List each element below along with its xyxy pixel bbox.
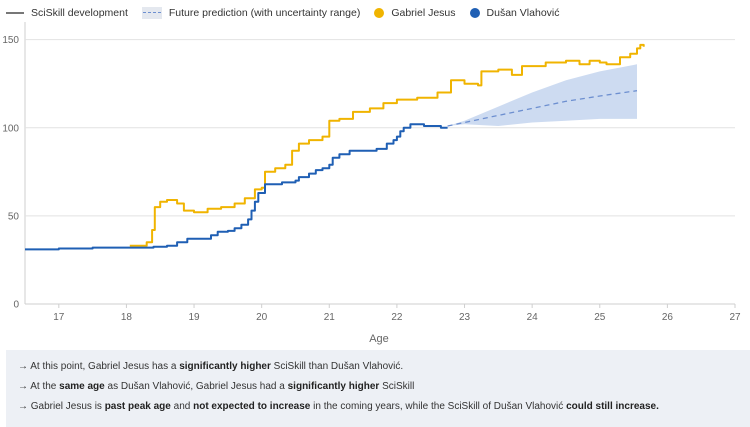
x-tick-label: 26 — [662, 312, 674, 323]
x-tick-label: 23 — [459, 312, 471, 323]
legend-label-player2: Dušan Vlahović — [486, 7, 560, 19]
insight-line-3: → Gabriel Jesus is past peak age and not… — [18, 400, 750, 420]
insight-3-segment: could still increase. — [566, 401, 659, 412]
player2-dot-icon — [469, 8, 480, 18]
insight-line-2: → At the same age as Dušan Vlahović, Gab… — [18, 380, 750, 400]
y-tick-label: 0 — [13, 300, 19, 311]
insight-line-1: → At this point, Gabriel Jesus has a sig… — [18, 360, 750, 380]
x-tick-label: 18 — [121, 312, 133, 323]
legend-item-development[interactable]: SciSkill development — [6, 7, 128, 19]
insight-2-segment: as Dušan Vlahović, Gabriel Jesus had a — [104, 381, 288, 392]
insight-1-segment: → At this point, Gabriel Jesus has a — [18, 361, 180, 372]
x-axis-label: Age — [369, 333, 389, 345]
legend-label-prediction: Future prediction (with uncertainty rang… — [168, 7, 361, 19]
player1-dot-icon — [374, 8, 385, 18]
y-tick-label: 100 — [2, 123, 19, 134]
y-tick-label: 50 — [8, 211, 20, 222]
sciskill-chart: 0 50 100 150 17 18 19 20 21 22 23 24 25 26 27 Age — [2, 22, 741, 345]
x-tick-label: 20 — [256, 312, 268, 323]
prediction-swatch — [141, 7, 162, 19]
chart-legend: SciSkill development Future prediction (… — [6, 4, 574, 22]
insight-2-segment: SciSkill — [379, 381, 415, 392]
legend-item-player2[interactable]: Dušan Vlahović — [469, 7, 560, 19]
legend-label-player1: Gabriel Jesus — [391, 7, 456, 19]
insight-2-segment: significantly higher — [287, 381, 380, 392]
insights-panel: → At this point, Gabriel Jesus has a sig… — [6, 350, 750, 427]
series-line-dusan-vlahovic[interactable] — [25, 123, 448, 251]
insight-2-segment: → At the — [18, 381, 60, 392]
x-tick-label: 27 — [729, 312, 741, 323]
insight-3-segment: and — [170, 401, 194, 412]
insight-1-segment: SciSkill than Dušan Vlahović. — [270, 361, 404, 372]
x-tick-label: 24 — [527, 312, 539, 323]
y-tick-label: 150 — [2, 35, 19, 46]
legend-label-development: SciSkill development — [31, 7, 128, 19]
x-tick-label: 25 — [594, 312, 606, 323]
insight-2-segment: same age — [59, 381, 105, 392]
x-tick-label: 22 — [391, 312, 403, 323]
insight-3-segment: → Gabriel Jesus is — [18, 401, 105, 412]
insight-3-segment: past peak age — [104, 401, 171, 412]
series-line-gabriel-jesus[interactable] — [129, 43, 645, 247]
x-tick-label: 21 — [324, 312, 336, 323]
development-line-swatch — [6, 12, 24, 14]
legend-item-prediction[interactable]: Future prediction (with uncertainty rang… — [141, 7, 361, 19]
insight-3-segment: not expected to increase — [193, 401, 311, 412]
legend-item-player1[interactable]: Gabriel Jesus — [374, 7, 456, 19]
prediction-line — [447, 90, 638, 127]
insight-1-segment: significantly higher — [179, 361, 271, 372]
prediction-uncertainty-band — [447, 64, 637, 126]
insight-3-segment: in the coming years, while the SciSkill … — [310, 401, 567, 412]
x-tick-label: 17 — [53, 312, 65, 323]
x-tick-label: 19 — [188, 312, 200, 323]
